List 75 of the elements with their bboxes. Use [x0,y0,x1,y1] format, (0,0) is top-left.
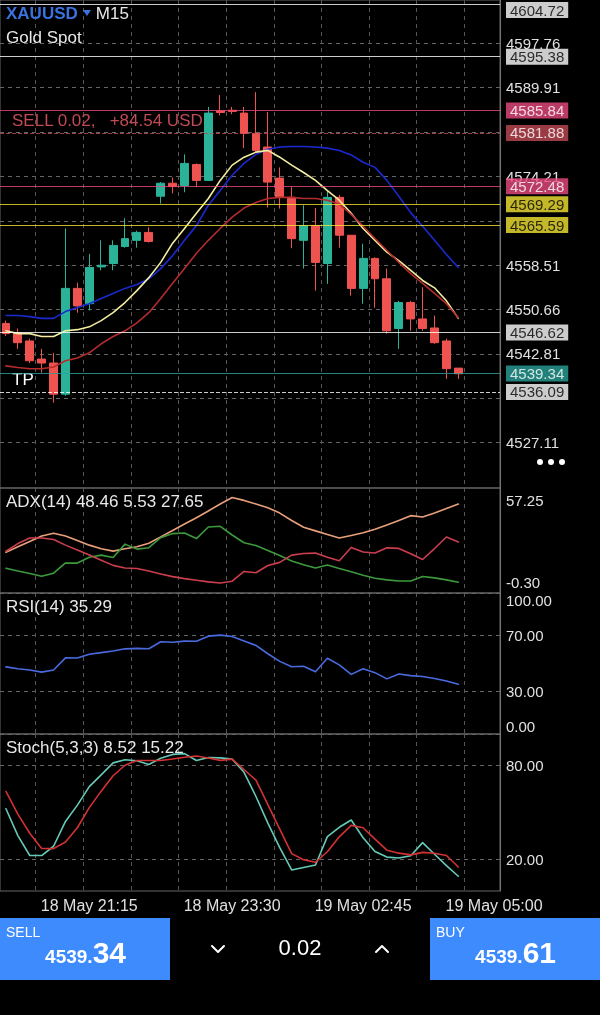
candlestick [61,227,70,397]
x-tick-label: 18 May 21:15 [40,896,138,914]
x-tick-label: 19 May 05:00 [445,896,543,914]
annotation: TP [12,369,34,389]
candlestick [359,243,368,305]
line-series [5,536,460,584]
ref-line-label: 4536.09 [510,383,565,401]
ref-line-label: 4569.29 [510,195,565,213]
candlestick [25,338,34,364]
candlestick [323,190,332,285]
chart-title: Stoch(5,3,3) 8.52 15.22 [6,738,184,757]
candlestick [263,111,272,209]
candlestick [347,234,356,297]
candlestick [73,282,82,314]
ref-line-label: 4585.84 [510,102,565,120]
y-tick-label: 4558.51 [506,256,561,274]
candlestick [204,106,213,181]
line-series [5,525,460,583]
y-tick-label: 100.00 [506,592,552,609]
candlestick [430,315,439,345]
candlestick [121,217,129,249]
ref-line-label: 4565.59 [510,216,565,234]
text: 4539.61 [475,936,556,969]
y-tick-label: 4589.91 [506,79,561,97]
text: Gold Spot [6,28,83,48]
candlestick [418,286,427,332]
y-tick-label: 70.00 [506,626,544,644]
candlestick [49,352,58,404]
y-tick-label: -0.30 [506,573,541,591]
ref-line-label: 4539.34 [510,365,565,383]
candlestick [109,239,118,271]
candlestick [85,253,94,311]
candlestick [382,268,391,335]
candlestick [442,338,451,380]
candlestick [37,348,46,374]
candlestick [240,106,248,149]
x-tick-label: 19 May 02:45 [314,896,412,914]
ref-line-label: 4581.88 [510,124,565,142]
candlestick [97,239,106,271]
candlestick [180,153,189,193]
ref-line-label: 4604.72 [510,1,565,19]
candlestick [287,186,296,249]
y-tick-label: 4550.66 [506,301,561,319]
candlestick [299,204,308,270]
ref-line-label: 4546.62 [510,323,565,341]
y-tick-label: 80.00 [506,756,544,774]
candlestick [406,300,415,332]
candlestick [275,166,284,210]
text: 4539.34 [45,936,126,969]
y-tick-label: 4542.81 [506,345,561,363]
y-tick-label: 4527.11 [506,434,560,452]
candlestick [311,207,320,292]
chart-title: ADX(14) 48.46 5.53 27.65 [6,492,204,511]
candlestick [252,91,260,153]
line-series [5,496,460,554]
candlestick [394,300,403,350]
text: SELL [6,924,41,940]
candlestick [156,181,165,205]
annotation: SELL 0.02, +84.54 USD [12,111,203,130]
candlestick [144,226,153,244]
candlestick [216,94,225,116]
chart-title: XAUUSD [6,4,78,23]
y-tick-label: 0.00 [506,718,536,735]
candlestick [371,256,379,309]
candlestick [192,162,201,188]
text: BUY [436,924,465,940]
text: 0.02 [278,935,322,960]
annotation: M15 [95,4,129,23]
y-tick-label: 57.25 [506,491,544,509]
y-tick-label: 30.00 [506,683,544,701]
line-series [5,196,460,370]
y-tick-label: 20.00 [506,851,544,869]
x-tick-label: 18 May 23:30 [183,896,281,914]
candlestick [132,230,141,249]
chart-title: RSI(14) 35.29 [6,597,112,616]
